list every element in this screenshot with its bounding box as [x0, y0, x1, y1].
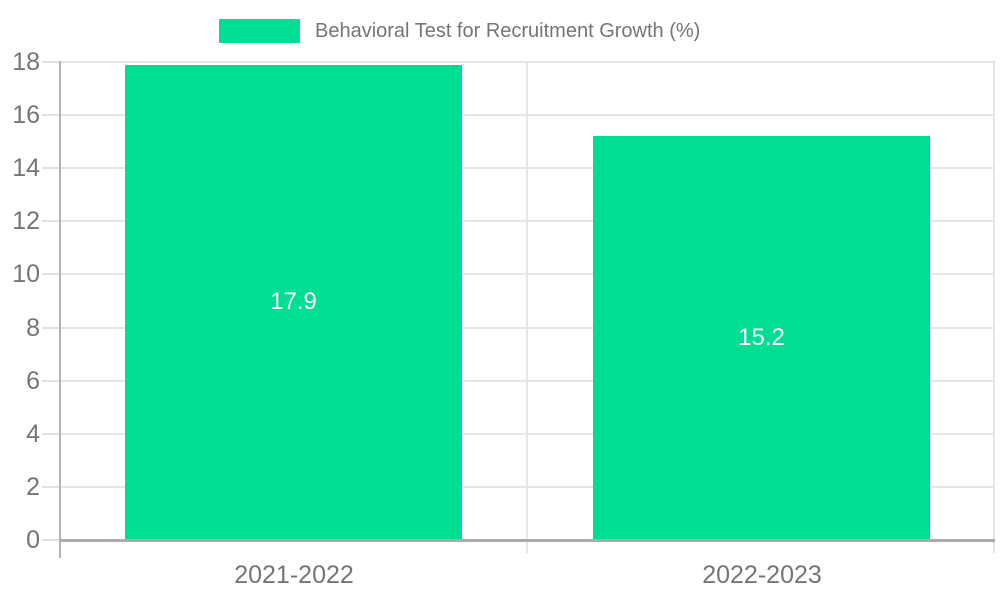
y-axis-label: 18	[12, 48, 40, 76]
y-axis-label: 0	[26, 526, 40, 554]
y-axis-tick	[42, 432, 60, 435]
y-gridline	[60, 432, 995, 435]
category-boundary-line	[993, 62, 995, 553]
y-axis-line	[59, 61, 61, 558]
bar-value-label: 15.2	[738, 324, 785, 351]
y-gridline	[60, 485, 995, 488]
y-gridline	[60, 167, 995, 170]
x-axis-line	[60, 538, 995, 542]
y-gridline	[60, 220, 995, 223]
y-axis-label: 16	[12, 101, 40, 130]
bar[interactable]	[593, 136, 930, 540]
category-boundary-line	[525, 62, 528, 553]
y-axis-label: 6	[26, 366, 40, 395]
y-axis-label: 12	[12, 207, 40, 236]
y-gridline	[60, 114, 995, 117]
y-axis-label: 8	[26, 313, 40, 342]
y-axis-tick	[42, 61, 60, 63]
y-axis-tick	[42, 167, 60, 170]
y-gridline	[60, 326, 995, 329]
y-gridline	[60, 379, 995, 382]
bar[interactable]	[125, 64, 462, 540]
y-axis-tick	[42, 379, 60, 382]
y-axis-tick	[42, 114, 60, 117]
y-axis-label: 2	[26, 472, 40, 501]
y-axis-tick	[42, 539, 60, 541]
y-gridline	[60, 273, 995, 276]
y-axis-tick	[42, 326, 60, 329]
y-axis-tick	[42, 220, 60, 223]
x-axis-label: 2022-2023	[702, 561, 822, 589]
bar-value-label: 17.9	[270, 288, 317, 315]
y-axis-label: 4	[26, 419, 40, 448]
legend-item[interactable]: Behavioral Test for Recruitment Growth (…	[219, 19, 700, 43]
y-gridline	[60, 61, 995, 63]
y-axis-tick	[42, 273, 60, 276]
y-axis-label: 10	[12, 260, 40, 289]
legend-swatch	[219, 19, 300, 43]
y-axis-tick	[42, 485, 60, 488]
x-axis-label: 2021-2022	[234, 561, 354, 589]
legend-label: Behavioral Test for Recruitment Growth (…	[315, 20, 701, 42]
y-axis-label: 14	[12, 154, 40, 183]
